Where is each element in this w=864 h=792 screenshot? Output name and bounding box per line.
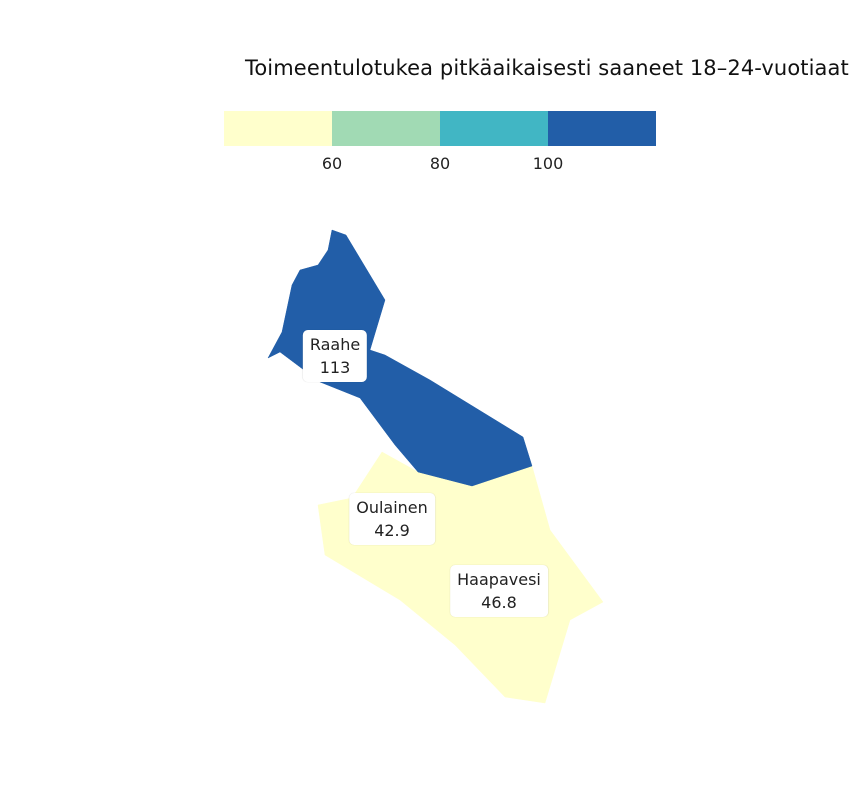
label-oulainen: Oulainen 42.9 — [349, 493, 435, 545]
label-haapavesi-value: 46.8 — [481, 593, 517, 612]
map-title: Toimeentulotukea pitkäaikaisesti saaneet… — [245, 56, 849, 80]
legend-tick-60: 60 — [321, 154, 343, 173]
legend-tick-100: 100 — [532, 154, 564, 173]
label-raahe-value: 113 — [319, 358, 351, 377]
legend-swatch-1 — [224, 111, 332, 146]
color-legend — [224, 111, 656, 146]
label-haapavesi-name: Haapavesi — [457, 570, 541, 589]
label-raahe-name: Raahe — [309, 335, 361, 354]
label-haapavesi: Haapavesi 46.8 — [450, 565, 548, 617]
legend-swatch-4 — [548, 111, 656, 146]
legend-swatch-2 — [332, 111, 440, 146]
legend-tick-80: 80 — [429, 154, 451, 173]
region-raahe[interactable] — [267, 229, 533, 487]
legend-swatch-3 — [440, 111, 548, 146]
label-oulainen-name: Oulainen — [356, 498, 428, 517]
label-oulainen-value: 42.9 — [374, 521, 410, 540]
label-raahe: Raahe 113 — [302, 330, 368, 382]
